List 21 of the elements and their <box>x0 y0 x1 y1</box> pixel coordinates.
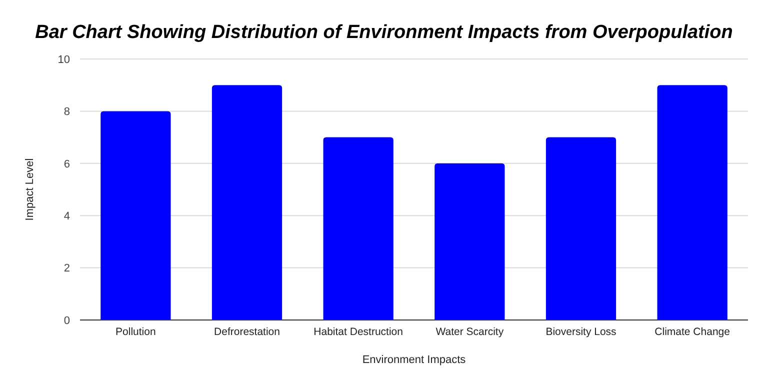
x-tick-label: Defrorestation <box>214 326 280 338</box>
y-tick-label: 6 <box>64 158 70 170</box>
x-tick-label: Bioversity Loss <box>546 326 616 338</box>
y-tick-label: 2 <box>64 262 70 275</box>
y-tick-label: 8 <box>64 106 70 118</box>
bar <box>434 163 505 320</box>
bar <box>546 137 616 320</box>
y-tick-label: 4 <box>64 210 70 222</box>
bar <box>657 85 728 320</box>
bar <box>323 137 394 320</box>
x-tick-label: Water Scarcity <box>436 326 504 338</box>
x-tick-label: Habitat Destruction <box>314 326 404 338</box>
y-tick-label: 10 <box>58 54 70 66</box>
y-tick-label: 0 <box>64 314 70 327</box>
bar <box>100 111 171 320</box>
y-axis-title: Impact Level <box>24 158 36 221</box>
bar <box>212 85 282 320</box>
x-tick-label: Climate Change <box>654 326 730 338</box>
chart-title: Bar Chart Showing Distribution of Environment Impacts from Overpopulation <box>35 22 733 43</box>
x-tick-label: Pollution <box>116 326 156 338</box>
x-axis-title: Environment Impacts <box>362 354 466 366</box>
